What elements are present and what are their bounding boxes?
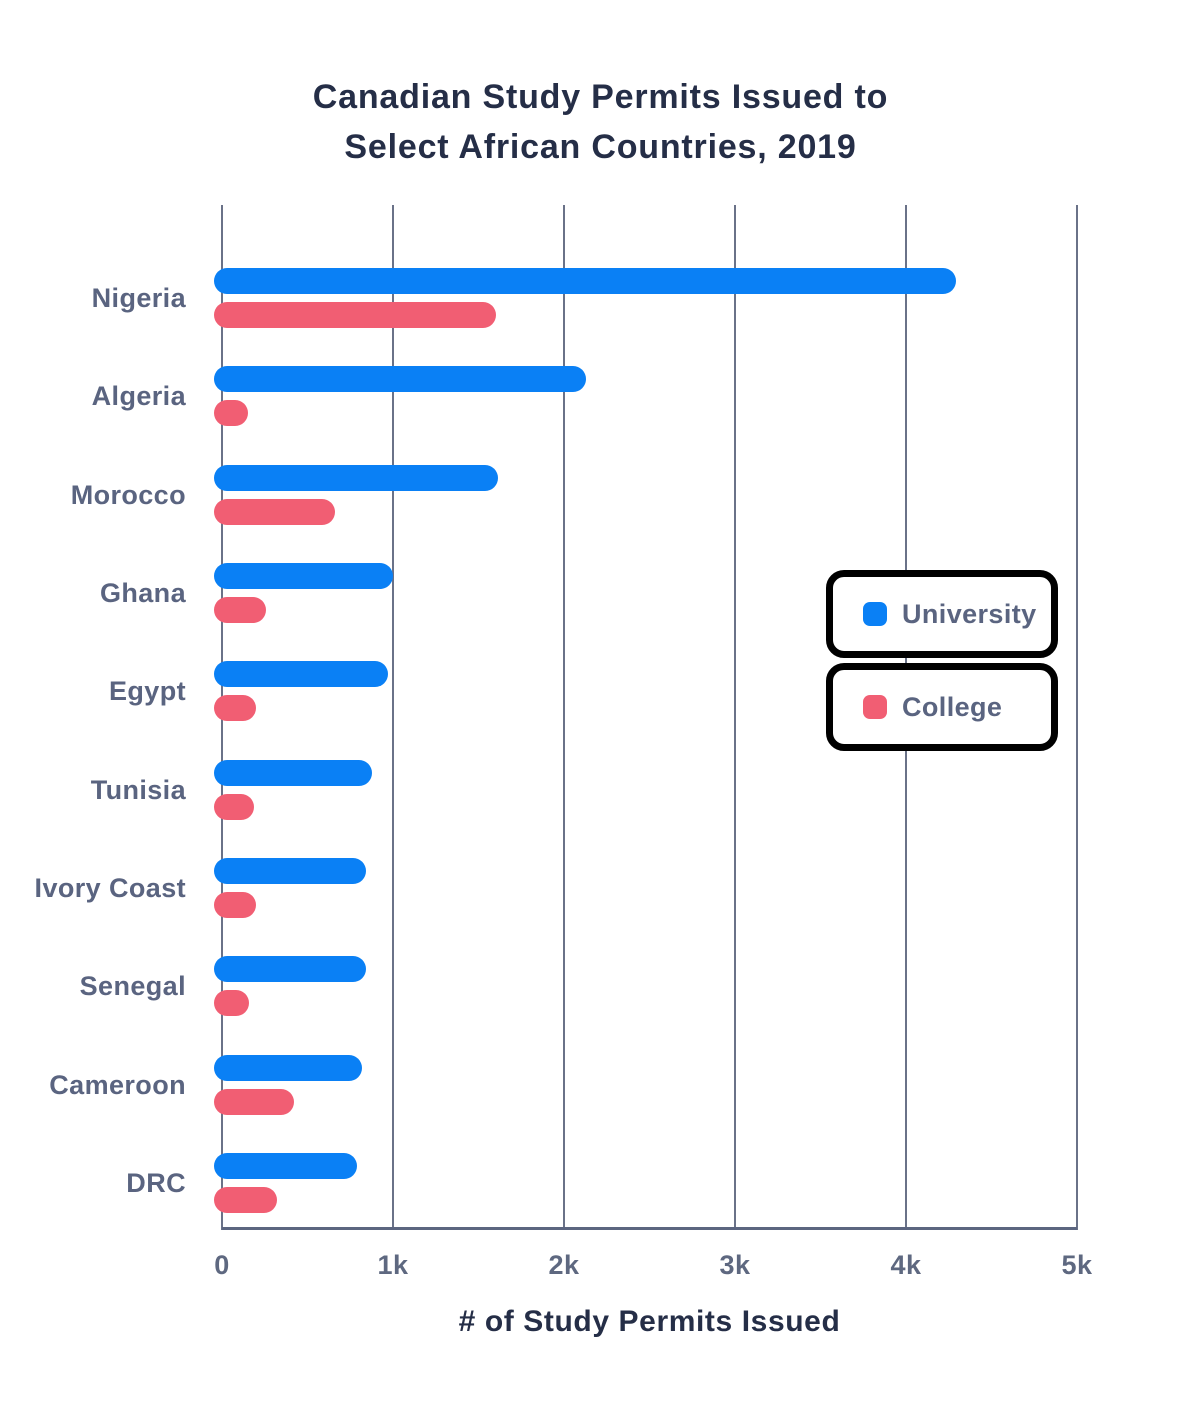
- category-label-morocco: Morocco: [70, 480, 186, 510]
- college-swatch-icon: [863, 695, 887, 719]
- gridline-3k: [734, 205, 736, 1230]
- bar-college-senegal[interactable]: [214, 990, 249, 1016]
- legend-item-college[interactable]: College: [826, 663, 1058, 751]
- bar-university-egypt[interactable]: [214, 661, 388, 687]
- chart-title-line2: Select African Countries, 2019: [344, 128, 857, 166]
- bar-college-nigeria[interactable]: [214, 302, 496, 328]
- bar-university-ghana[interactable]: [214, 563, 393, 589]
- x-tick-5k: 5k: [1061, 1250, 1093, 1280]
- university-swatch-icon: [863, 602, 887, 626]
- category-label-nigeria: Nigeria: [91, 283, 186, 313]
- x-tick-0: 0: [214, 1250, 230, 1280]
- legend-label-university: University: [902, 598, 1037, 629]
- x-tick-3k: 3k: [719, 1250, 751, 1280]
- category-label-algeria: Algeria: [91, 381, 186, 411]
- category-label-ghana: Ghana: [99, 578, 186, 608]
- chart-title: Canadian Study Permits Issued to Select …: [0, 72, 1201, 172]
- bar-university-tunisia[interactable]: [214, 760, 372, 786]
- gridline-2k: [563, 205, 565, 1230]
- x-tick-2k: 2k: [548, 1250, 580, 1280]
- bar-college-algeria[interactable]: [214, 400, 248, 426]
- x-axis-line: [222, 1227, 1077, 1230]
- plot-area: [214, 205, 1078, 1230]
- bar-college-egypt[interactable]: [214, 695, 256, 721]
- bar-university-cameroon[interactable]: [214, 1055, 362, 1081]
- category-label-cameroon: Cameroon: [49, 1070, 186, 1100]
- x-axis-title: # of Study Permits Issued: [458, 1305, 841, 1338]
- category-label-drc: DRC: [126, 1168, 186, 1198]
- category-label-ivory-coast: Ivory Coast: [34, 873, 186, 903]
- gridline-1k: [392, 205, 394, 1230]
- x-tick-1k: 1k: [377, 1250, 409, 1280]
- category-label-egypt: Egypt: [108, 676, 186, 706]
- gridline-5k: [1076, 205, 1078, 1230]
- bar-college-morocco[interactable]: [214, 499, 335, 525]
- category-label-tunisia: Tunisia: [90, 775, 186, 805]
- bar-university-drc[interactable]: [214, 1153, 357, 1179]
- bar-university-ivory-coast[interactable]: [214, 858, 366, 884]
- bar-college-cameroon[interactable]: [214, 1089, 294, 1115]
- bar-university-senegal[interactable]: [214, 956, 366, 982]
- x-tick-4k: 4k: [890, 1250, 922, 1280]
- legend-item-university[interactable]: University: [826, 570, 1058, 658]
- bar-university-morocco[interactable]: [214, 465, 498, 491]
- bar-college-ivory-coast[interactable]: [214, 892, 256, 918]
- bar-university-algeria[interactable]: [214, 366, 586, 392]
- bar-university-nigeria[interactable]: [214, 268, 956, 294]
- bar-college-ghana[interactable]: [214, 597, 266, 623]
- category-label-senegal: Senegal: [79, 971, 186, 1001]
- legend-label-college: College: [902, 691, 1003, 722]
- chart-title-line1: Canadian Study Permits Issued to: [312, 78, 889, 116]
- bar-college-tunisia[interactable]: [214, 794, 254, 820]
- bar-college-drc[interactable]: [214, 1187, 277, 1213]
